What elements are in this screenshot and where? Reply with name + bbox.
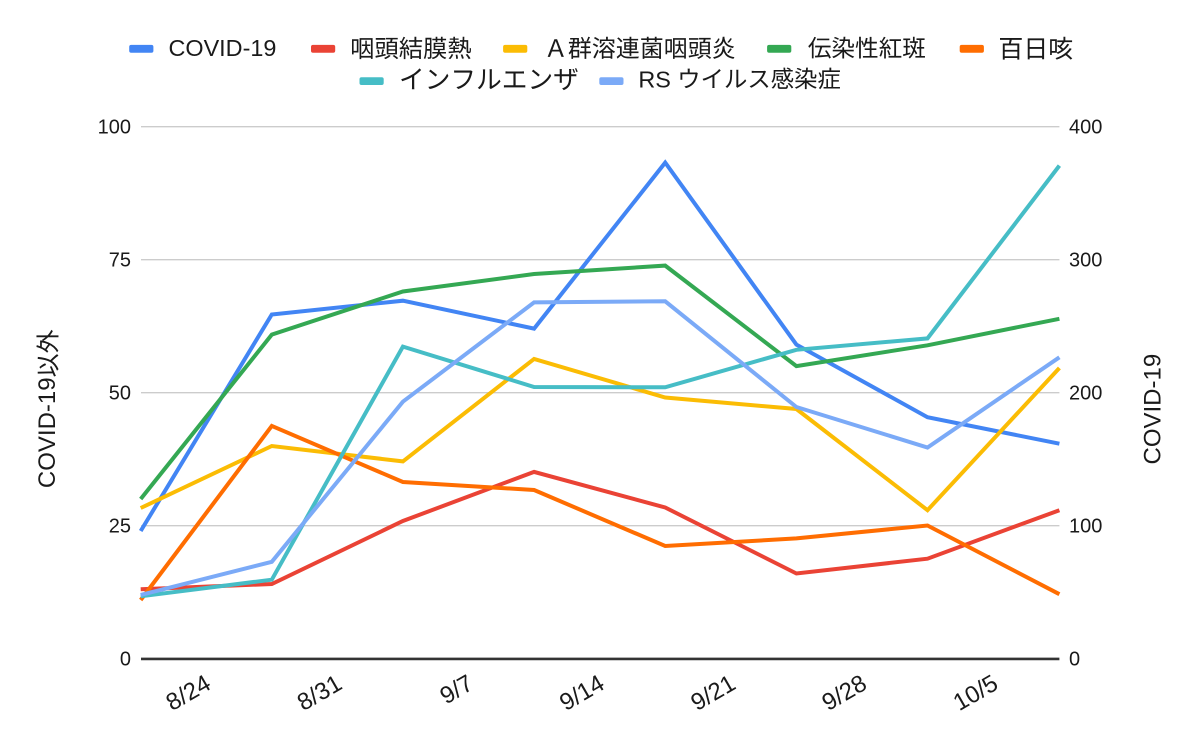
svg-text:9/21: 9/21 — [686, 670, 740, 717]
svg-text:9/7: 9/7 — [435, 670, 477, 710]
svg-text:COVID-19: COVID-19 — [34, 377, 61, 488]
svg-text:RS: RS — [638, 67, 671, 93]
svg-text:300: 300 — [1069, 250, 1102, 272]
svg-text:8/24: 8/24 — [162, 670, 216, 717]
svg-text:COVID-19: COVID-19 — [1140, 354, 1167, 465]
svg-text:50: 50 — [109, 383, 131, 405]
svg-text:8/31: 8/31 — [293, 670, 347, 717]
svg-text:0: 0 — [120, 649, 131, 671]
svg-text:200: 200 — [1069, 383, 1102, 405]
svg-text:100: 100 — [1069, 516, 1102, 538]
svg-text:25: 25 — [109, 516, 131, 538]
svg-text:400: 400 — [1069, 117, 1102, 139]
svg-text:9/28: 9/28 — [818, 670, 872, 717]
svg-text:0: 0 — [1069, 649, 1080, 671]
svg-text:10/5: 10/5 — [949, 670, 1003, 717]
svg-text:100: 100 — [98, 117, 131, 139]
svg-text:75: 75 — [109, 250, 131, 272]
svg-text:COVID-19: COVID-19 — [169, 35, 277, 61]
svg-text:9/14: 9/14 — [555, 670, 609, 717]
